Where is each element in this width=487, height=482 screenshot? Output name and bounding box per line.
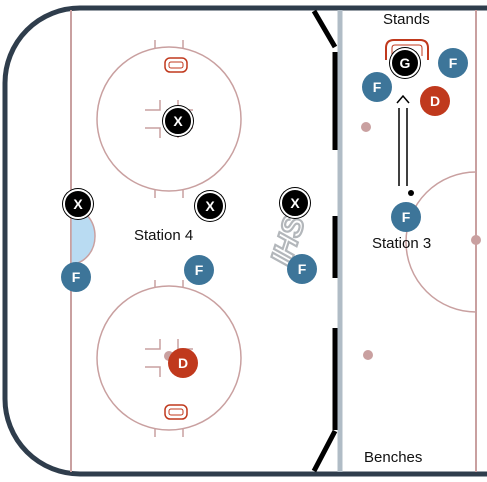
coach-marker[interactable]: X	[195, 191, 225, 221]
defense-marker[interactable]: D	[168, 348, 198, 378]
coach-marker[interactable]: X	[280, 188, 310, 218]
forward-marker[interactable]: F	[391, 202, 421, 232]
coach-marker[interactable]: X	[63, 189, 93, 219]
forward-marker[interactable]: F	[362, 72, 392, 102]
defense-marker[interactable]: D	[420, 86, 450, 116]
station-3-label: Station 3	[372, 235, 432, 252]
stands-label: Stands	[383, 11, 430, 28]
goalie-marker[interactable]: G	[390, 48, 420, 78]
station-4-label: Station 4	[134, 227, 194, 244]
center-circle-arc	[405, 171, 477, 313]
forward-marker[interactable]: F	[184, 255, 214, 285]
skate-path	[396, 94, 410, 186]
rink-boards	[2, 5, 487, 477]
goal-net	[385, 39, 429, 60]
dasher-doors	[311, 9, 338, 473]
forward-marker[interactable]: F	[287, 254, 317, 284]
puck	[408, 190, 414, 196]
coach-marker[interactable]: X	[163, 106, 193, 136]
center-dot	[471, 235, 481, 245]
neutral-dot-bottom	[363, 350, 373, 360]
benches-label: Benches	[364, 449, 423, 466]
forward-marker[interactable]: F	[61, 262, 91, 292]
neutral-dot-top	[361, 122, 371, 132]
faceoff-circle-bottom	[96, 280, 242, 437]
forward-marker[interactable]: F	[438, 48, 468, 78]
